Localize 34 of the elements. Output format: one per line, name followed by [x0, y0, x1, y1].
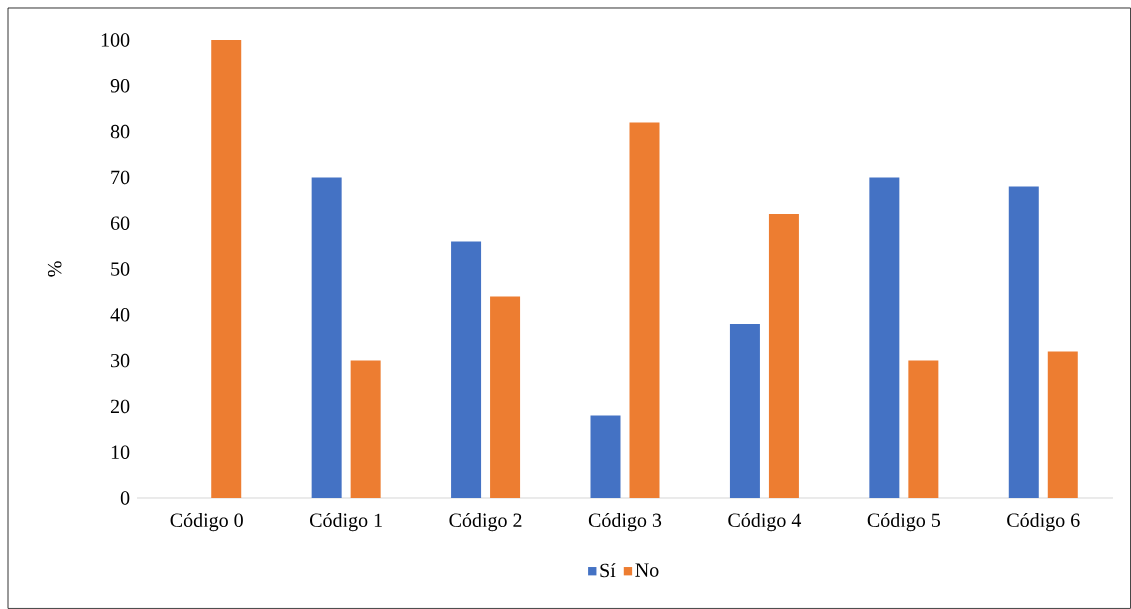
- bar: [869, 177, 900, 498]
- bar: [311, 177, 342, 498]
- legend-label: No: [635, 563, 659, 577]
- x-tick-label: Código 3: [588, 512, 662, 532]
- x-tick-label: Código 6: [1007, 512, 1080, 532]
- bar: [350, 360, 381, 498]
- bar: [451, 241, 482, 498]
- x-tick-label: Código 2: [449, 512, 522, 532]
- y-axis-title: %: [47, 261, 62, 277]
- y-tick-label: 100: [101, 33, 130, 47]
- y-tick-label: 20: [110, 399, 130, 414]
- bar: [729, 323, 760, 498]
- x-tick-label: Código 0: [170, 512, 243, 532]
- bar: [629, 122, 660, 498]
- y-tick-label: 90: [110, 79, 130, 93]
- bar: [768, 214, 799, 498]
- y-tick-label: 0: [120, 491, 130, 505]
- bar: [590, 415, 621, 498]
- y-tick-label: 40: [110, 308, 130, 322]
- legend-label: Sí: [600, 563, 616, 578]
- y-tick-label: 30: [111, 353, 130, 368]
- x-tick-label: Código 1: [310, 512, 382, 532]
- y-tick-label: 80: [110, 124, 130, 139]
- bar: [211, 39, 242, 498]
- y-tick-label: 70: [111, 170, 130, 185]
- x-tick-label: Código 5: [867, 512, 941, 532]
- y-tick-label: 10: [111, 445, 130, 459]
- bar: [1047, 351, 1078, 498]
- bar: [490, 296, 521, 498]
- bar: [1008, 186, 1039, 498]
- y-tick-label: 50: [111, 262, 130, 276]
- x-tick-label: Código 4: [728, 512, 802, 532]
- bar: [908, 360, 939, 498]
- y-tick-label: 60: [110, 216, 130, 230]
